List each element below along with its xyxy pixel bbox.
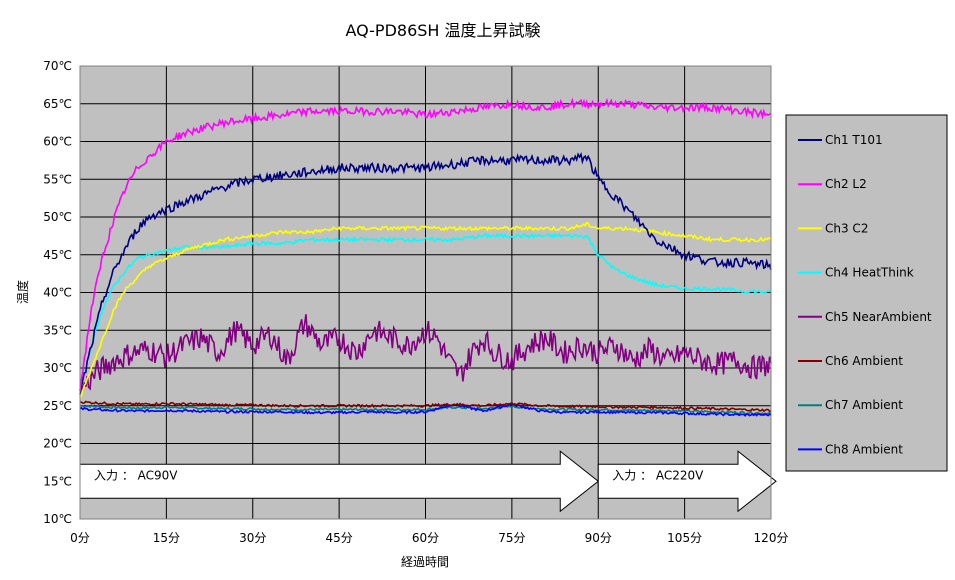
series-line-3 [79,221,772,399]
y-tick-label: 50℃ [43,210,72,224]
input-arrow-label: 入力 ： AC90V [94,468,178,482]
legend: Ch1 T101 Ch2 L2 Ch3 C2 Ch4 HeatThink Ch5 Nea… [785,114,948,472]
x-tick-label: 75分 [498,531,525,545]
input-annotations: 入力 ： AC90V 入力 ： AC220V [79,450,777,513]
y-tick-label: 15℃ [43,474,72,488]
y-tick-label: 30℃ [43,361,72,375]
plot-border [79,65,772,520]
series-lines [79,97,772,417]
y-tick-label: 45℃ [43,248,72,262]
legend-label: Ch2 L2 [825,177,867,191]
legend-box [785,114,948,472]
y-tick-label: 40℃ [43,286,72,300]
y-tick-label: 60℃ [43,135,72,149]
series-line-6 [79,400,772,413]
x-tick-label: 105分 [667,531,702,545]
legend-label: Ch7 Ambient [825,398,903,412]
x-tick-label: 90分 [585,531,612,545]
series-line-5 [79,314,772,392]
input-arrow-label: 入力 ： AC220V [612,468,704,482]
legend-label: Ch5 NearAmbient [825,310,932,324]
x-axis-ticks: 0分 15分 30分 45分 60分 75分 90分 105分 120分 [70,531,788,545]
series-line-8 [79,402,772,417]
x-tick-label: 0分 [70,531,90,545]
y-tick-label: 25℃ [43,399,72,413]
x-tick-label: 120分 [754,531,789,545]
y-axis-ticks: 10℃ 15℃ 20℃ 25℃ 30℃ 35℃ 40℃ 45℃ 50℃ 55℃ 60℃ 65℃ 70℃ [43,59,72,526]
x-tick-label: 15分 [153,531,180,545]
y-tick-label: 20℃ [43,437,72,451]
series-line-1 [79,151,772,395]
legend-label: Ch6 Ambient [825,354,903,368]
x-tick-label: 30分 [239,531,266,545]
series-line-2 [79,97,772,391]
legend-label: Ch8 Ambient [825,442,903,456]
input-arrow [79,450,600,513]
y-tick-label: 10℃ [43,512,72,526]
x-tick-label: 45分 [325,531,352,545]
legend-label: Ch4 HeatThink [825,266,914,280]
series-line-7 [80,404,772,416]
legend-label: Ch1 T101 [825,133,883,147]
y-tick-label: 55℃ [43,172,72,186]
y-axis-label: 温度 [15,280,30,304]
y-tick-label: 65℃ [43,97,72,111]
chart-title: AQ-PD86SH 温度上昇試験 [345,21,540,40]
y-tick-label: 70℃ [43,59,72,73]
y-tick-label: 35℃ [43,323,72,337]
x-tick-label: 60分 [412,531,439,545]
legend-label: Ch3 C2 [825,221,868,235]
x-axis-label: 経過時間 [401,555,449,569]
input-arrow [597,450,777,513]
